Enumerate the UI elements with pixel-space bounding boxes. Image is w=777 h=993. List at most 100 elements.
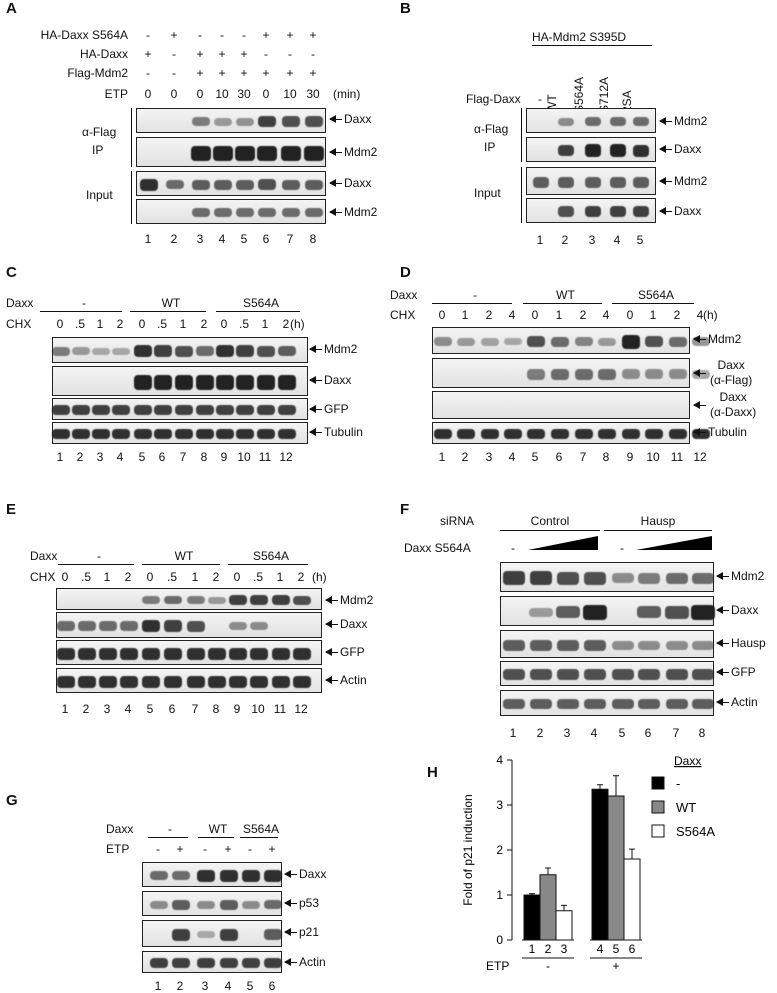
a-row-value: 0 (262, 87, 270, 101)
f-blot-mdm2 (500, 562, 714, 592)
g-lane-number: 5 (246, 979, 254, 993)
f-lane-number: 1 (509, 726, 517, 740)
d-group-label: S564A (637, 288, 675, 302)
x-tick-label: 4 (597, 942, 604, 956)
band (584, 699, 606, 709)
e-lane-number: 9 (233, 702, 241, 716)
d-lane-number: 9 (626, 450, 634, 464)
e-blot-gfp (56, 640, 322, 665)
band (457, 337, 475, 346)
c-lane-number: 2 (76, 450, 84, 464)
band (120, 675, 138, 688)
c-chx-value: 1 (179, 317, 187, 331)
band (530, 699, 552, 709)
group-underline (130, 311, 206, 312)
g-etp-value: - (203, 842, 207, 856)
band (242, 958, 260, 968)
a-row-value: 10 (283, 87, 297, 101)
band (208, 647, 226, 660)
band (305, 208, 323, 217)
c-blot-tubulin (52, 422, 308, 444)
a-row-value: + (196, 47, 204, 61)
band (52, 429, 70, 439)
band (216, 345, 234, 357)
e-lane-number: 4 (124, 702, 132, 716)
band (120, 647, 138, 660)
group-underline (40, 311, 122, 312)
b-blot-label: Daxx (674, 142, 702, 156)
b-blot-label: Daxx (674, 204, 702, 218)
d-chx-value: 2 (673, 308, 681, 322)
a-row-value: - (172, 47, 176, 61)
band (112, 429, 130, 439)
f-blot-label: Mdm2 (731, 569, 765, 583)
a-lane-number: 5 (240, 232, 248, 246)
band (220, 869, 238, 882)
a-lane-number: 4 (218, 232, 226, 246)
b-blot-label: Mdm2 (674, 174, 708, 188)
c-lane-number: 3 (96, 450, 104, 464)
arrow-icon (325, 596, 338, 604)
d-lane-number: 11 (670, 450, 684, 464)
b-header: HA-Mdm2 S395D (532, 30, 627, 44)
band (585, 117, 601, 126)
band (257, 345, 275, 357)
a-row-value: + (218, 66, 226, 80)
band (134, 345, 152, 357)
band (530, 669, 552, 680)
f-blot-label: Actin (731, 695, 758, 709)
d-chx-value: 1 (555, 308, 563, 322)
b-blot-ip-daxx (526, 137, 656, 162)
band (142, 675, 160, 688)
a-unit: (min) (333, 87, 361, 101)
b-blot-ip-mdm2 (526, 108, 656, 133)
a-row-value: + (144, 47, 152, 61)
f-group-label: Hausp (640, 514, 676, 528)
group-underline (216, 311, 300, 312)
band (236, 179, 254, 190)
band (557, 699, 579, 709)
band (612, 640, 634, 650)
y-tick-label: 0 (496, 933, 503, 947)
e-group-label: S564A (252, 549, 290, 563)
d-chx-value: 1 (461, 308, 469, 322)
arrow-icon (325, 676, 338, 684)
band (584, 571, 606, 585)
band (134, 429, 152, 439)
c-chx-value: .5 (156, 317, 168, 331)
group-underline (58, 564, 134, 565)
band (527, 336, 545, 347)
band (220, 928, 238, 941)
arrow-icon (309, 405, 322, 413)
g-blot-daxx (142, 862, 282, 887)
d-chx-value: 2 (579, 308, 587, 322)
y-tick-label: 4 (496, 755, 503, 767)
g-row-label: Daxx (106, 822, 134, 836)
d-chx-value: 1 (649, 308, 657, 322)
a-row-value: + (262, 66, 270, 80)
g-blot-p21 (142, 920, 282, 947)
band (558, 117, 574, 126)
band (638, 669, 660, 680)
c-chx-value: 0 (138, 317, 146, 331)
d-chx-value: 4 (508, 308, 516, 322)
band (196, 405, 214, 415)
band (282, 179, 300, 190)
band (264, 900, 282, 909)
panel-label-c: C (6, 264, 17, 281)
f-blot-label: Hausp (731, 636, 766, 650)
band (258, 208, 276, 217)
c-chx-value: 0 (56, 317, 64, 331)
a-row-label: ETP (104, 87, 128, 101)
band (612, 699, 634, 709)
band (78, 675, 96, 688)
d-blot-mdm2 (432, 327, 710, 354)
x-tick-label: 6 (629, 942, 636, 956)
e-group-label: - (97, 549, 101, 563)
band (610, 176, 626, 188)
band (142, 620, 160, 632)
e-row-label: CHX (30, 570, 56, 584)
band (666, 699, 688, 709)
band (304, 145, 324, 161)
band (150, 871, 168, 880)
